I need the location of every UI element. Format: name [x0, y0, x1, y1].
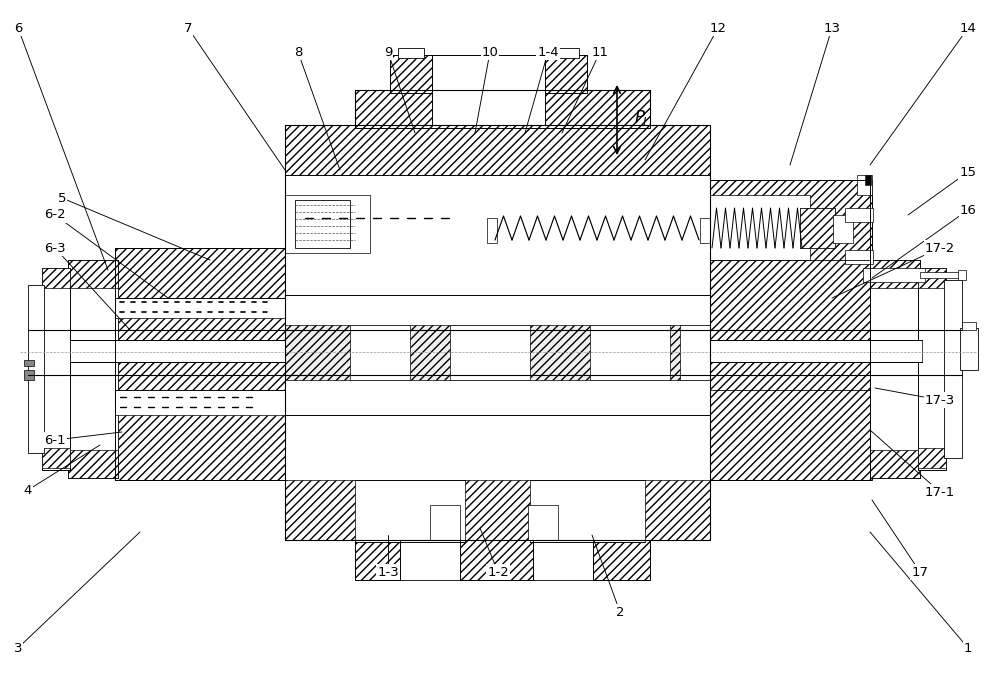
Bar: [590, 325, 670, 380]
Bar: [355, 480, 465, 542]
Bar: [833, 215, 853, 243]
Text: 14: 14: [960, 22, 976, 35]
Bar: [42, 268, 70, 288]
Bar: [958, 270, 966, 280]
Bar: [962, 322, 976, 330]
Text: 15: 15: [960, 165, 976, 178]
Bar: [28, 285, 44, 453]
Bar: [920, 272, 962, 278]
Bar: [870, 288, 920, 450]
Bar: [710, 195, 810, 260]
Bar: [398, 48, 424, 58]
Text: 1-3: 1-3: [377, 565, 399, 578]
Bar: [350, 325, 410, 380]
Text: 6-1: 6-1: [44, 434, 66, 447]
Bar: [285, 415, 710, 480]
Text: 16: 16: [960, 204, 976, 217]
Bar: [528, 505, 558, 540]
Text: 5: 5: [58, 191, 66, 204]
Bar: [865, 175, 871, 185]
Bar: [545, 55, 587, 93]
Bar: [355, 540, 650, 580]
Bar: [918, 268, 946, 470]
Text: 12: 12: [710, 22, 726, 35]
Text: 1: 1: [964, 642, 972, 654]
Bar: [800, 208, 835, 248]
Bar: [400, 540, 460, 580]
Bar: [295, 200, 350, 248]
Text: 2: 2: [616, 605, 624, 618]
Bar: [285, 195, 370, 253]
Bar: [285, 295, 710, 415]
Bar: [432, 55, 545, 125]
Bar: [68, 288, 118, 450]
Text: 13: 13: [824, 22, 840, 35]
Text: 6-3: 6-3: [44, 242, 66, 255]
Bar: [870, 448, 920, 478]
Bar: [487, 218, 497, 243]
Bar: [42, 448, 70, 468]
Text: 3: 3: [14, 642, 22, 654]
Bar: [944, 280, 962, 458]
Text: 7: 7: [184, 22, 192, 35]
Text: 1-2: 1-2: [487, 565, 509, 578]
Text: 10: 10: [482, 46, 498, 59]
Text: 17: 17: [912, 565, 928, 578]
Bar: [680, 325, 710, 380]
Bar: [960, 328, 978, 370]
Bar: [450, 325, 530, 380]
Bar: [355, 90, 650, 128]
Text: 8: 8: [294, 46, 302, 59]
Bar: [918, 448, 946, 468]
Bar: [285, 325, 710, 380]
Bar: [42, 268, 70, 470]
Bar: [390, 55, 432, 93]
Bar: [870, 260, 920, 478]
Bar: [845, 250, 873, 264]
Text: $P_{\!L}$: $P_{\!L}$: [634, 108, 650, 128]
Bar: [68, 260, 118, 478]
Text: 6-2: 6-2: [44, 208, 66, 221]
Bar: [533, 540, 593, 580]
Bar: [285, 175, 710, 295]
Text: 11: 11: [592, 46, 608, 59]
Bar: [530, 480, 645, 542]
Text: 6: 6: [14, 22, 22, 35]
Text: 17-2: 17-2: [925, 242, 955, 255]
Bar: [870, 260, 920, 290]
Text: 9: 9: [384, 46, 392, 59]
Bar: [115, 298, 285, 318]
Bar: [845, 208, 873, 222]
Bar: [710, 340, 922, 362]
Bar: [24, 360, 34, 366]
Bar: [800, 208, 835, 248]
Bar: [68, 260, 118, 290]
Bar: [115, 248, 287, 480]
Bar: [918, 268, 946, 288]
Bar: [24, 370, 34, 380]
Bar: [430, 505, 460, 540]
Bar: [857, 175, 872, 195]
Text: 17-3: 17-3: [925, 394, 955, 407]
Text: 1-4: 1-4: [537, 46, 559, 59]
Bar: [115, 390, 285, 415]
Bar: [285, 125, 710, 540]
Bar: [700, 218, 710, 243]
Bar: [553, 48, 579, 58]
Text: 17-1: 17-1: [925, 486, 955, 498]
Bar: [863, 268, 925, 282]
Bar: [710, 180, 872, 480]
Bar: [70, 340, 285, 362]
Bar: [68, 448, 118, 478]
Text: 4: 4: [24, 484, 32, 496]
